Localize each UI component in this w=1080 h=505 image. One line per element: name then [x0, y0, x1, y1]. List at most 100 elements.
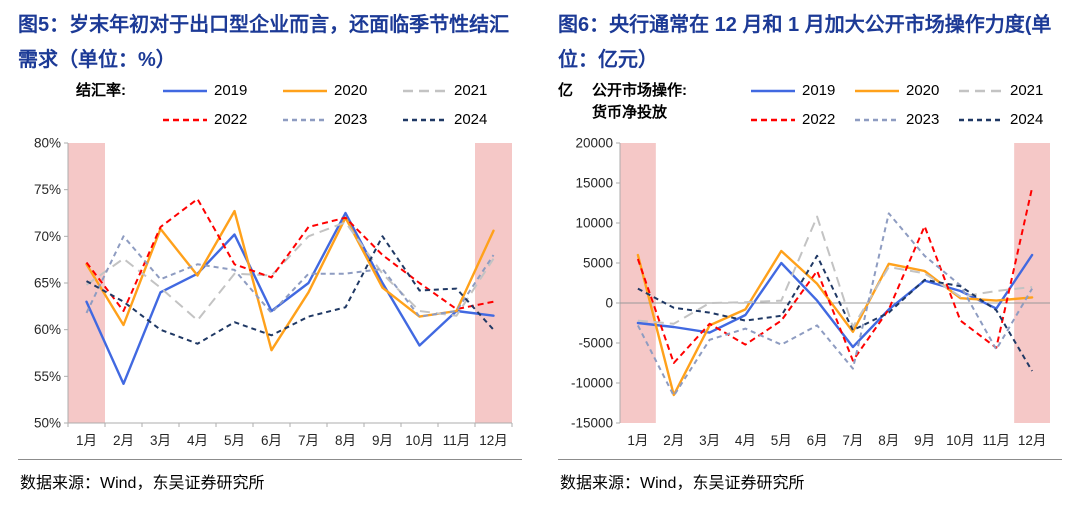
fig6-source-row: 数据来源：Wind，东吴证券研究所 [558, 459, 1062, 493]
x-tick-label: 6月 [261, 433, 282, 448]
legend-item-2024: 2024 [402, 109, 522, 131]
y-tick-label: 0 [605, 296, 613, 311]
x-tick-label: 7月 [842, 433, 863, 448]
legend-item-label: 2020 [906, 82, 940, 99]
legend-line-sample-2019 [163, 89, 207, 93]
legend-item-2023: 2023 [282, 109, 402, 131]
panel-fig6: 图6：央行通常在 12 月和 1 月加大公开市场操作力度(单位：亿元） 亿 公开… [540, 0, 1080, 505]
highlight-band-month-1 [68, 143, 105, 423]
y-tick-label: 65% [34, 276, 61, 291]
series-line-2019 [85, 211, 495, 386]
legend-line-sample-2024 [403, 118, 447, 122]
legend-item-label: 2020 [334, 82, 368, 99]
x-tick-label: 4月 [187, 433, 208, 448]
legend-item-label: 2023 [334, 111, 368, 128]
fig5-data-source: 数据来源：Wind，东吴证券研究所 [20, 475, 265, 492]
x-tick-label: 2月 [113, 433, 134, 448]
legend-line-sample-2022 [163, 118, 207, 122]
legend-line-sample-2021 [403, 89, 447, 93]
legend-line-sample-2020 [855, 89, 899, 93]
legend-item-2021: 2021 [402, 80, 522, 102]
series-line-2020 [85, 209, 495, 352]
legend-item-label: 2022 [214, 111, 248, 128]
fig6-title: 图6：央行通常在 12 月和 1 月加大公开市场操作力度(单位：亿元） [558, 14, 1052, 71]
legend-line-sample-2023 [855, 118, 899, 122]
series-line-2023 [85, 235, 495, 318]
x-tick-label: 1月 [627, 433, 648, 448]
y-tick-label: 15000 [575, 176, 613, 191]
legend-item-2021: 2021 [958, 80, 1062, 102]
x-tick-label: 9月 [372, 433, 393, 448]
x-tick-label: 8月 [878, 433, 899, 448]
y-tick-label: 55% [34, 369, 61, 384]
fig5-title: 图5：岁末年初对于出口型企业而言，还面临季节性结汇需求（单位：%） [18, 14, 510, 71]
legend-line-sample-2021 [959, 89, 1003, 93]
y-tick-label: -15000 [571, 416, 613, 431]
y-tick-label: 80% [34, 136, 61, 151]
fig5-source-row: 数据来源：Wind，东吴证券研究所 [18, 459, 522, 493]
legend-line-sample-2020 [283, 89, 327, 93]
legend-line-sample-2023 [283, 118, 327, 122]
y-tick-label: 10000 [575, 216, 613, 231]
fig6-legend-label-line2: 货币净投放 [592, 104, 668, 121]
x-tick-label: 8月 [335, 433, 356, 448]
y-tick-label: 70% [34, 229, 61, 244]
fig5-legend-items: 2019 2020 2021 2022 2023 2024 [162, 80, 522, 131]
series-line-2022 [85, 198, 494, 312]
series-line-2023 [637, 212, 1033, 397]
legend-item-label: 2019 [802, 82, 836, 99]
series-line-2024 [86, 235, 495, 345]
legend-item-label: 2024 [454, 111, 488, 128]
x-tick-label: 5月 [224, 433, 245, 448]
y-tick-label: -10000 [571, 376, 613, 391]
y-tick-label: -5000 [578, 336, 613, 351]
legend-item-2022: 2022 [162, 109, 282, 131]
legend-item-2022: 2022 [750, 109, 854, 131]
legend-item-label: 2023 [906, 111, 940, 128]
fig6-legend-items: 2019 2020 2021 2022 2023 2024 [750, 80, 1062, 131]
x-tick-label: 1月 [76, 433, 97, 448]
x-tick-label: 5月 [771, 433, 792, 448]
x-tick-label: 3月 [150, 433, 171, 448]
fig6-y-axis-unit-label: 亿 [558, 82, 574, 99]
legend-item-2024: 2024 [958, 109, 1062, 131]
x-tick-label: 2月 [663, 433, 684, 448]
y-tick-label: 20000 [575, 136, 613, 151]
fig6-legend-label-line1: 公开市场操作: [592, 82, 687, 99]
legend-item-label: 2019 [214, 82, 248, 99]
fig5-legend-label-col: 结汇率: [76, 80, 154, 102]
series-line-2022 [636, 187, 1034, 364]
y-tick-label: 50% [34, 416, 61, 431]
x-tick-label: 7月 [298, 433, 319, 448]
legend-item-label: 2022 [802, 111, 836, 128]
fig5-legend-label: 结汇率: [76, 82, 126, 99]
x-tick-label: 3月 [699, 433, 720, 448]
legend-item-2023: 2023 [854, 109, 958, 131]
highlight-band-month-1 [620, 143, 656, 423]
x-tick-label: 6月 [807, 433, 828, 448]
legend-line-sample-2024 [959, 118, 1003, 122]
y-tick-label: 60% [34, 322, 61, 337]
legend-item-2019: 2019 [750, 80, 854, 102]
fig6-legend: 亿 公开市场操作: 货币净投放 2019 2020 2021 2022 2023 2024 [558, 80, 1062, 131]
x-tick-label: 12月 [1018, 433, 1047, 448]
fig6-data-source: 数据来源：Wind，东吴证券研究所 [560, 475, 805, 492]
y-tick-label: 75% [34, 182, 61, 197]
x-tick-label: 4月 [735, 433, 756, 448]
series-line-2024 [637, 254, 1033, 372]
highlight-band-month-12 [475, 143, 512, 423]
fig5-line-chart: 80% 75% 70% 65% 60% 55% 50% 1月 2月 3月 4月 5月 6月 7月 8月 9月 1… [34, 136, 513, 448]
x-tick-label: 10月 [946, 433, 975, 448]
fig6-legend-label-col: 公开市场操作: 货币净投放 [592, 80, 742, 124]
legend-item-2020: 2020 [854, 80, 958, 102]
x-tick-label: 11月 [982, 433, 1010, 448]
x-tick-label: 11月 [443, 433, 471, 448]
legend-line-sample-2022 [751, 118, 795, 122]
series-line-2021 [85, 221, 495, 322]
x-tick-label: 10月 [405, 433, 434, 448]
x-tick-label: 12月 [479, 433, 508, 448]
series-line-2020 [636, 249, 1034, 397]
legend-item-2020: 2020 [282, 80, 402, 102]
